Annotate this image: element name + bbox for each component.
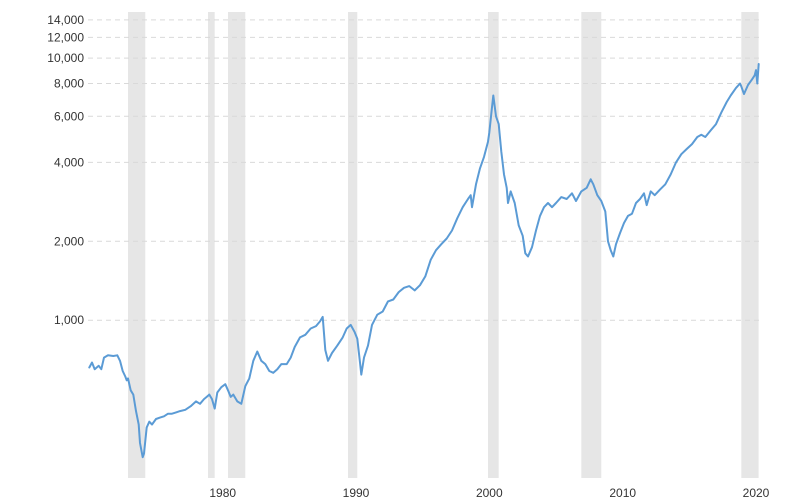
y-tick-label: 14,000 <box>47 13 84 27</box>
y-tick-label: 10,000 <box>47 51 84 65</box>
recession-band <box>128 12 146 478</box>
x-tick-label: 2020 <box>743 486 770 500</box>
y-tick-label: 4,000 <box>54 155 84 169</box>
y-tick-label: 2,000 <box>54 234 84 248</box>
recession-band <box>228 12 246 478</box>
y-tick-label: 1,000 <box>54 313 84 327</box>
series-layer <box>88 63 760 459</box>
y-axis-ticks: 1,000 2,000 4,000 6,000 8,000 10,000 12,000 14,… <box>47 13 84 327</box>
gridlines <box>88 19 760 321</box>
x-tick-label: 1990 <box>343 486 370 500</box>
y-tick-label: 8,000 <box>54 77 84 91</box>
x-tick-label: 1980 <box>209 486 236 500</box>
recession-band <box>581 12 602 478</box>
recession-band <box>488 12 499 478</box>
recession-band <box>348 12 358 478</box>
x-tick-label: 2000 <box>476 486 503 500</box>
x-axis-ticks: 1980 1990 2000 2010 2020 <box>209 486 769 500</box>
series-line <box>88 63 760 459</box>
x-tick-label: 2010 <box>609 486 636 500</box>
y-tick-label: 12,000 <box>47 30 84 44</box>
recession-band <box>741 12 759 478</box>
recession-band <box>208 12 215 478</box>
recession-bands <box>128 12 759 478</box>
y-tick-label: 6,000 <box>54 109 84 123</box>
